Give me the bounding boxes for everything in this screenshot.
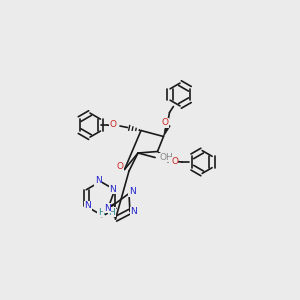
Text: N: N bbox=[130, 207, 137, 216]
Text: O: O bbox=[171, 158, 178, 166]
Text: O: O bbox=[116, 162, 124, 171]
Polygon shape bbox=[164, 124, 170, 136]
Text: N: N bbox=[104, 204, 111, 213]
Text: O: O bbox=[109, 120, 116, 129]
Text: H: H bbox=[98, 208, 105, 217]
Text: H: H bbox=[108, 208, 115, 217]
Text: N: N bbox=[129, 188, 135, 196]
Text: O: O bbox=[161, 118, 169, 127]
Polygon shape bbox=[158, 152, 171, 162]
Text: N: N bbox=[109, 184, 116, 194]
Text: OH: OH bbox=[160, 153, 174, 162]
Text: N: N bbox=[95, 176, 101, 185]
Text: N: N bbox=[84, 201, 91, 210]
